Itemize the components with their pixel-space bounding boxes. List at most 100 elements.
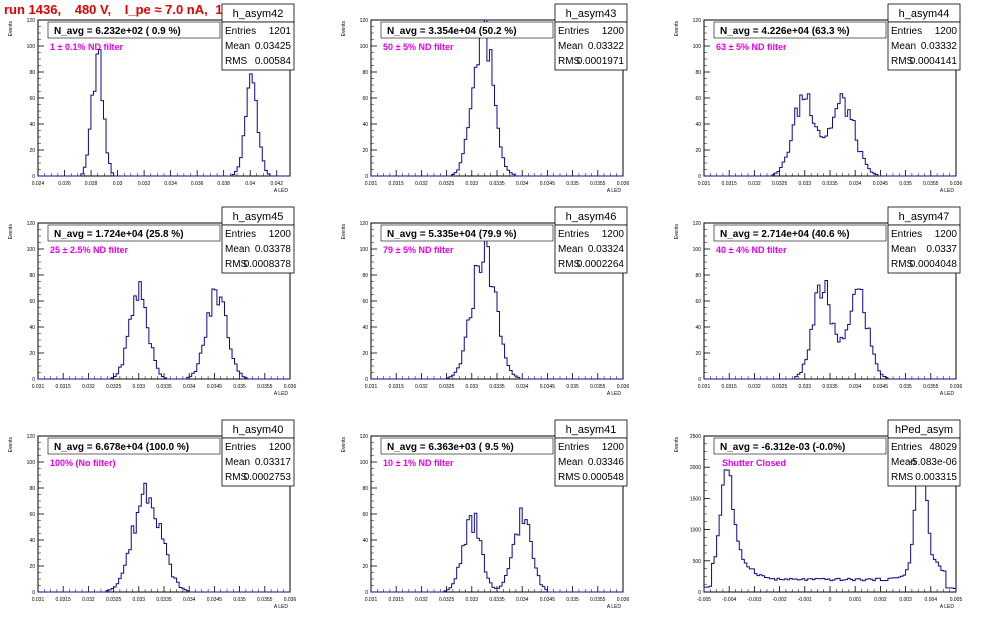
filter-label: 100% (No filter)	[50, 458, 116, 468]
y-tick-label: 80	[695, 70, 701, 76]
filter-label: 1 ± 0.1% ND filter	[50, 42, 123, 52]
x-tick-label: 0.028	[85, 181, 98, 187]
histogram-line	[38, 482, 290, 593]
x-tick-label: 0.033	[133, 384, 146, 390]
x-tick-label: 0.0355	[257, 384, 273, 390]
y-axis-title: Events	[674, 21, 680, 37]
x-tick-label: 0.0315	[389, 181, 405, 187]
filter-label: 63 ± 5% ND filter	[716, 42, 787, 52]
stats-value: -5.083e-06	[909, 457, 958, 468]
x-tick-label: 0.0325	[106, 384, 122, 390]
y-tick-label: 40	[362, 538, 368, 544]
navg-label: N_avg = 5.335e+04 (79.9 %)	[387, 229, 517, 240]
y-tick-label: 20	[362, 351, 368, 357]
y-tick-label: 60	[695, 299, 701, 305]
navg-box	[713, 437, 887, 455]
histogram-line	[38, 49, 290, 177]
x-tick-label: 0.033	[466, 181, 479, 187]
x-tick-label: 0.036	[950, 181, 963, 187]
x-tick-label: 0.032	[748, 181, 761, 187]
x-tick-label: 0.0345	[540, 384, 556, 390]
stats-body-frame	[887, 21, 961, 71]
x-axis-title: A LED	[274, 188, 289, 194]
y-tick-label: 120	[27, 221, 36, 227]
stats-value: 1201	[269, 26, 292, 37]
x-tick-label: 0.0315	[722, 181, 738, 187]
stats-value: 0.0001971	[577, 56, 625, 67]
y-tick-label: 0	[365, 174, 368, 180]
y-tick-label: 120	[360, 434, 369, 440]
stats-box: h_asym46 Entries 1200 Mean 0.03324 RMS0.00022…	[554, 206, 628, 274]
stats-value: 0.0002264	[577, 259, 625, 270]
stats-box: h_asym44 Entries 1200 Mean 0.03332 RMS0.00041…	[887, 3, 961, 71]
x-tick-label: 0.0325	[439, 384, 455, 390]
y-tick-label: 80	[29, 273, 35, 279]
panel-h_asym47: 0 20 40 60 80 100 120 0.031 0.0315 0.032 0.0325 0.0…	[674, 206, 963, 397]
y-tick-label: 80	[362, 273, 368, 279]
stats-value: 0.03425	[255, 41, 292, 52]
y-tick-label: 0	[365, 590, 368, 596]
y-tick-label: 500	[693, 559, 702, 565]
navg-box	[380, 437, 554, 455]
stats-body-frame	[554, 21, 628, 71]
panel-h_asym45: 0 20 40 60 80 100 120 0.031 0.0315 0.032 0.0325 0.0…	[8, 206, 296, 397]
navg-box	[713, 224, 887, 242]
y-tick-label: 0	[32, 174, 35, 180]
x-tick-label: -0.004	[722, 597, 736, 603]
x-tick-label: 0.0335	[822, 181, 838, 187]
y-tick-label: 100	[693, 247, 702, 253]
y-tick-label: 80	[29, 486, 35, 492]
x-axis-title: A LED	[607, 604, 622, 610]
y-tick-label: 60	[362, 512, 368, 518]
x-tick-label: 0.034	[164, 181, 177, 187]
navg-box	[380, 224, 554, 242]
x-tick-label: 0.0315	[389, 597, 405, 603]
stats-title: h_asym40	[233, 424, 284, 436]
stats-value: 1200	[602, 442, 625, 453]
y-tick-label: 1000	[690, 528, 701, 534]
x-tick-label: -0.003	[747, 597, 761, 603]
stats-title: h_asym43	[566, 8, 617, 20]
y-axis-title: Events	[8, 437, 14, 453]
stats-key: Mean	[225, 41, 250, 52]
navg-box	[713, 21, 887, 39]
y-tick-label: 100	[27, 460, 36, 466]
y-tick-label: 20	[29, 564, 35, 570]
x-tick-label: 0.031	[32, 597, 45, 603]
stats-key: RMS	[891, 472, 914, 483]
stats-title: h_asym42	[233, 8, 284, 20]
y-tick-label: 100	[360, 460, 369, 466]
stats-key: Entries	[558, 26, 589, 37]
stats-key: RMS	[891, 259, 914, 270]
panel-h_asym40: 0 20 40 60 80 100 120 0.031 0.0315 0.032 0.0325 0.0…	[8, 419, 296, 610]
stats-key: RMS	[558, 56, 581, 67]
y-axis-title: Events	[341, 437, 347, 453]
stats-value: 0.0002753	[244, 472, 292, 483]
x-axis-title: A LED	[940, 188, 955, 194]
y-axis-title: Events	[341, 21, 347, 37]
x-axis-title: A LED	[607, 391, 622, 397]
stats-value: 0.000548	[582, 472, 624, 483]
stats-value: 48029	[929, 442, 957, 453]
histogram-line	[703, 435, 957, 592]
x-tick-label: 0.035	[233, 384, 246, 390]
x-tick-label: 0.032	[415, 384, 428, 390]
stats-title: h_asym41	[566, 424, 617, 436]
x-tick-label: 0.036	[617, 181, 630, 187]
stats-key: Entries	[225, 442, 256, 453]
stats-box: h_asym40 Entries 1200 Mean 0.03317 RMS0.00027…	[221, 419, 295, 487]
navg-box	[47, 437, 221, 455]
navg-label: N_avg = 6.363e+03 ( 9.5 %)	[387, 442, 514, 453]
x-tick-label: 0.038	[217, 181, 230, 187]
stats-value: 0.03378	[255, 244, 292, 255]
stats-key: RMS	[891, 56, 914, 67]
x-tick-label: 0.035	[566, 181, 579, 187]
x-tick-label: 0.0355	[590, 181, 606, 187]
x-tick-label: 0.036	[950, 384, 963, 390]
x-tick-label: 0.042	[270, 181, 283, 187]
x-tick-label: 0.031	[365, 597, 378, 603]
stats-box: h_asym47 Entries 1200 Mean 0.0337 RMS0.000404…	[887, 206, 961, 274]
stats-value: 0.0337	[926, 244, 957, 255]
y-tick-label: 1500	[690, 496, 701, 502]
y-tick-label: 20	[695, 351, 701, 357]
